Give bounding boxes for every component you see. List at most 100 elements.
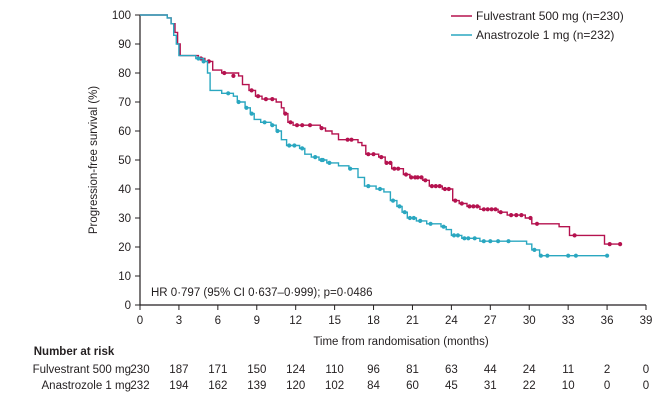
censor-mark bbox=[366, 184, 371, 189]
risk-value: 31 bbox=[484, 380, 497, 392]
censor-mark bbox=[349, 137, 354, 142]
censor-mark bbox=[319, 126, 324, 131]
censor-mark bbox=[528, 215, 533, 221]
series-layer bbox=[140, 14, 623, 258]
censor-mark bbox=[451, 233, 457, 238]
legend-label: Fulvestrant 500 mg (n=230) bbox=[476, 9, 624, 23]
censor-mark bbox=[275, 128, 280, 134]
risk-value: 139 bbox=[247, 380, 266, 392]
censor-mark bbox=[453, 198, 458, 203]
censor-mark bbox=[262, 120, 267, 125]
censor-mark bbox=[313, 155, 318, 160]
number-at-risk-table: Number at risk Fulvestrant 500 mg 230 187 1… bbox=[33, 346, 650, 392]
censor-mark bbox=[618, 242, 623, 247]
x-tick-label: 9 bbox=[254, 315, 260, 327]
x-tick-label: 15 bbox=[328, 315, 341, 327]
series-anastrozole bbox=[140, 14, 610, 258]
risk-value: 162 bbox=[208, 380, 227, 392]
censor-mark bbox=[419, 175, 424, 180]
censor-mark bbox=[573, 253, 579, 258]
risk-value: 230 bbox=[130, 364, 149, 376]
censor-mark bbox=[392, 166, 397, 171]
censor-mark bbox=[371, 152, 376, 157]
censor-mark bbox=[441, 224, 446, 229]
censor-mark bbox=[287, 143, 292, 148]
censor-mark bbox=[409, 175, 414, 180]
censor-mark bbox=[429, 184, 434, 189]
censor-mark bbox=[509, 213, 514, 218]
y-tick-label: 0 bbox=[125, 300, 131, 312]
hazard-ratio-annotation: HR 0·797 (95% CI 0·637–0·999); p=0·0486 bbox=[151, 287, 373, 299]
censor-mark bbox=[437, 184, 442, 189]
censor-mark bbox=[390, 198, 396, 203]
x-tick-label: 27 bbox=[484, 315, 497, 327]
y-tick-label: 20 bbox=[118, 242, 131, 254]
x-tick-label: 21 bbox=[406, 315, 419, 327]
censor-mark bbox=[294, 123, 300, 128]
censor-mark bbox=[300, 123, 305, 128]
censor-mark bbox=[397, 204, 402, 209]
risk-value: 60 bbox=[406, 380, 419, 392]
censor-mark bbox=[467, 204, 472, 209]
risk-value: 120 bbox=[286, 380, 305, 392]
risk-value: 194 bbox=[169, 380, 189, 392]
x-tick-label: 36 bbox=[601, 315, 614, 327]
risk-value: 124 bbox=[286, 364, 306, 376]
censor-mark bbox=[201, 59, 206, 64]
x-tick-label: 39 bbox=[640, 315, 653, 327]
censor-mark bbox=[403, 172, 409, 177]
censor-mark bbox=[327, 160, 332, 165]
censor-mark bbox=[320, 157, 325, 163]
censor-mark bbox=[226, 91, 231, 96]
x-tick-label: 24 bbox=[445, 315, 458, 327]
censor-mark bbox=[498, 210, 503, 215]
y-tick-label: 30 bbox=[118, 213, 131, 225]
x-tick-label: 18 bbox=[367, 315, 380, 327]
censor-mark bbox=[415, 175, 420, 180]
y-tick-label: 50 bbox=[118, 155, 131, 167]
censor-mark bbox=[572, 233, 577, 238]
risk-value: 44 bbox=[484, 364, 497, 376]
risk-value: 0 bbox=[643, 380, 649, 392]
censor-mark bbox=[270, 123, 275, 128]
censor-mark bbox=[442, 186, 447, 192]
censor-mark bbox=[534, 221, 540, 226]
censor-mark bbox=[538, 253, 544, 258]
km-step-line bbox=[140, 14, 621, 245]
censor-mark bbox=[249, 88, 254, 93]
censor-mark bbox=[471, 204, 476, 209]
censor-mark bbox=[428, 221, 433, 226]
y-axis-title: Progression-free survival (%) bbox=[88, 86, 100, 234]
censor-mark bbox=[433, 184, 438, 189]
censor-mark bbox=[388, 160, 393, 165]
censor-mark bbox=[488, 239, 493, 244]
censor-mark bbox=[348, 166, 353, 171]
censor-mark bbox=[545, 253, 550, 258]
censor-mark bbox=[418, 218, 423, 223]
risk-value: 84 bbox=[367, 380, 380, 392]
censor-mark bbox=[475, 204, 480, 209]
censor-mark bbox=[256, 94, 261, 99]
censor-mark bbox=[455, 233, 460, 238]
censor-mark bbox=[519, 213, 524, 218]
y-tick-label: 70 bbox=[118, 97, 131, 109]
risk-value: 150 bbox=[247, 364, 266, 376]
censor-mark bbox=[270, 97, 275, 102]
risk-value: 187 bbox=[169, 364, 188, 376]
censor-mark bbox=[377, 186, 383, 192]
y-tick-label: 10 bbox=[118, 271, 131, 283]
risk-table-heading: Number at risk bbox=[34, 346, 115, 358]
x-tick-label: 30 bbox=[523, 315, 536, 327]
risk-value: 10 bbox=[562, 380, 575, 392]
censor-mark bbox=[345, 137, 350, 142]
censor-mark bbox=[236, 99, 241, 105]
censor-mark bbox=[472, 236, 477, 241]
risk-value: 22 bbox=[523, 380, 536, 392]
censor-mark bbox=[396, 166, 401, 171]
censor-mark bbox=[481, 239, 486, 244]
censor-mark bbox=[288, 120, 293, 125]
censor-mark bbox=[607, 242, 612, 247]
risk-value: 24 bbox=[523, 364, 536, 376]
risk-value: 171 bbox=[208, 364, 227, 376]
